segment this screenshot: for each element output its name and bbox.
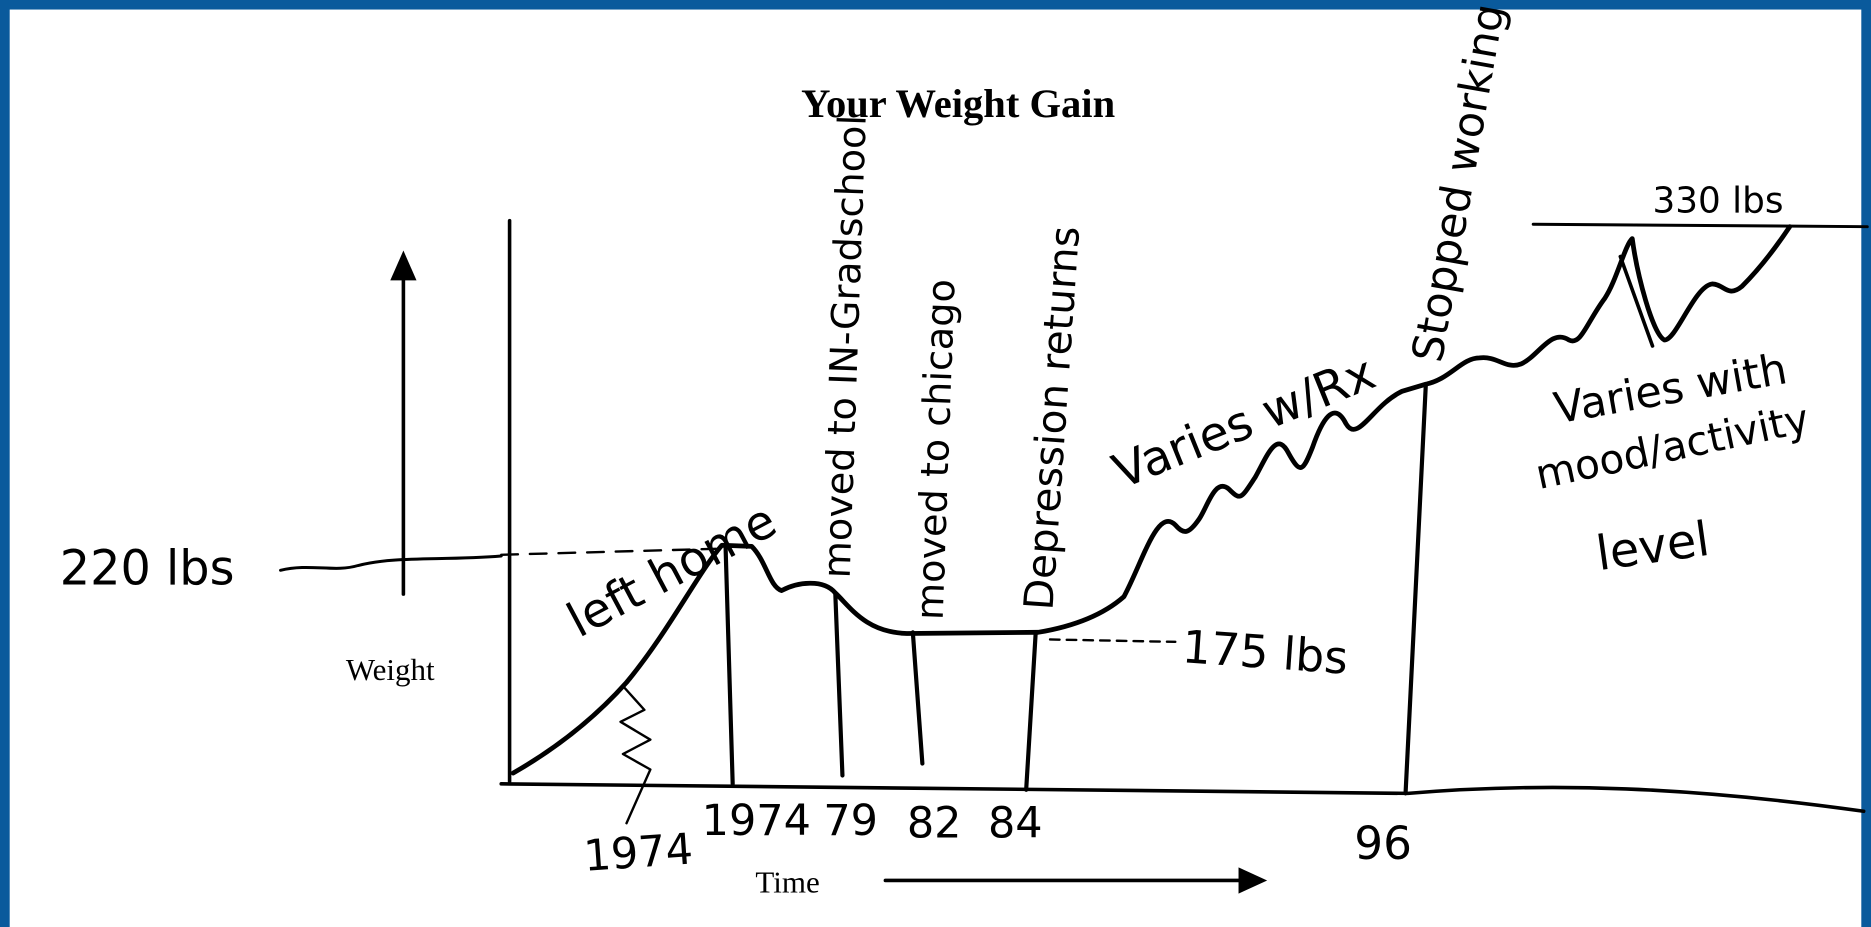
level-label: 220 lbs [60,542,235,597]
x-label: Time [755,864,819,899]
page: {"title": "Your Weight Gain", "axes": {"… [0,0,1871,927]
year-label: 79 [823,796,878,846]
year-label: 1974 [582,824,695,882]
year-label: 1974 [702,796,811,846]
y-label: Weight [346,652,435,687]
year-label: 96 [1354,817,1412,870]
year-label: 84 [988,799,1043,849]
level-label: 330 lbs [1653,180,1784,221]
scan: Your Weight Gain Weight Time 220 lbs 175… [0,0,1871,927]
year-label: 82 [907,799,962,849]
